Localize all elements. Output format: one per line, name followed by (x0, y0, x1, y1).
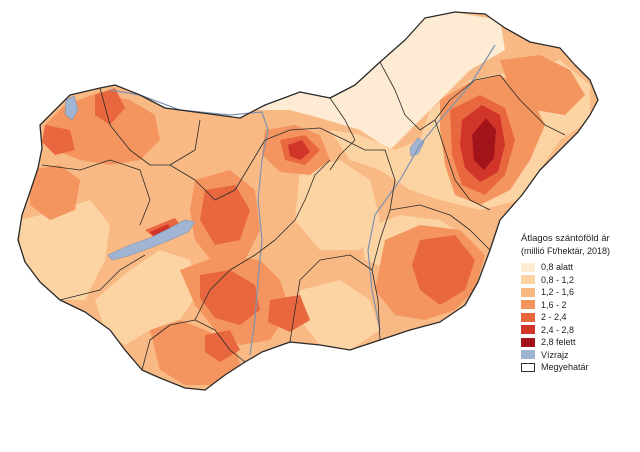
map-legend: Átlagos szántóföld ár (millió Ft/hektár,… (521, 233, 639, 374)
legend-items: 0,8 alatt 0,8 - 1,2 1,2 - 1,6 1,6 - 2 2 - 2,… (521, 261, 639, 374)
legend-label: 0,8 alatt (541, 262, 573, 272)
legend-swatch (521, 338, 535, 347)
legend-swatch (521, 275, 535, 284)
legend-label: 0,8 - 1,2 (541, 275, 574, 285)
legend-label: 1,2 - 1,6 (541, 287, 574, 297)
legend-label: 2,8 felett (541, 337, 576, 347)
legend-label: 2 - 2,4 (541, 312, 567, 322)
legend-title: Átlagos szántóföld ár (521, 233, 639, 245)
legend-swatch (521, 288, 535, 297)
legend-subtitle: (millió Ft/hektár, 2018) (521, 245, 639, 257)
legend-item: 1,6 - 2 (521, 299, 639, 312)
legend-label: Megyehatár (541, 362, 589, 372)
legend-item: 2,4 - 2,8 (521, 324, 639, 337)
legend-item: Megyehatár (521, 361, 639, 374)
legend-swatch (521, 300, 535, 309)
legend-swatch (521, 263, 535, 272)
legend-swatch (521, 325, 535, 334)
legend-item: 2 - 2,4 (521, 311, 639, 324)
legend-item: 0,8 alatt (521, 261, 639, 274)
legend-swatch (521, 313, 535, 322)
legend-item: 0,8 - 1,2 (521, 274, 639, 287)
legend-label: 1,6 - 2 (541, 300, 567, 310)
legend-label: 2,4 - 2,8 (541, 325, 574, 335)
legend-item: 1,2 - 1,6 (521, 286, 639, 299)
legend-item: 2,8 felett (521, 336, 639, 349)
legend-item: Vízrajz (521, 349, 639, 362)
legend-label: Vízrajz (541, 350, 569, 360)
legend-swatch (521, 363, 535, 372)
legend-swatch (521, 350, 535, 359)
